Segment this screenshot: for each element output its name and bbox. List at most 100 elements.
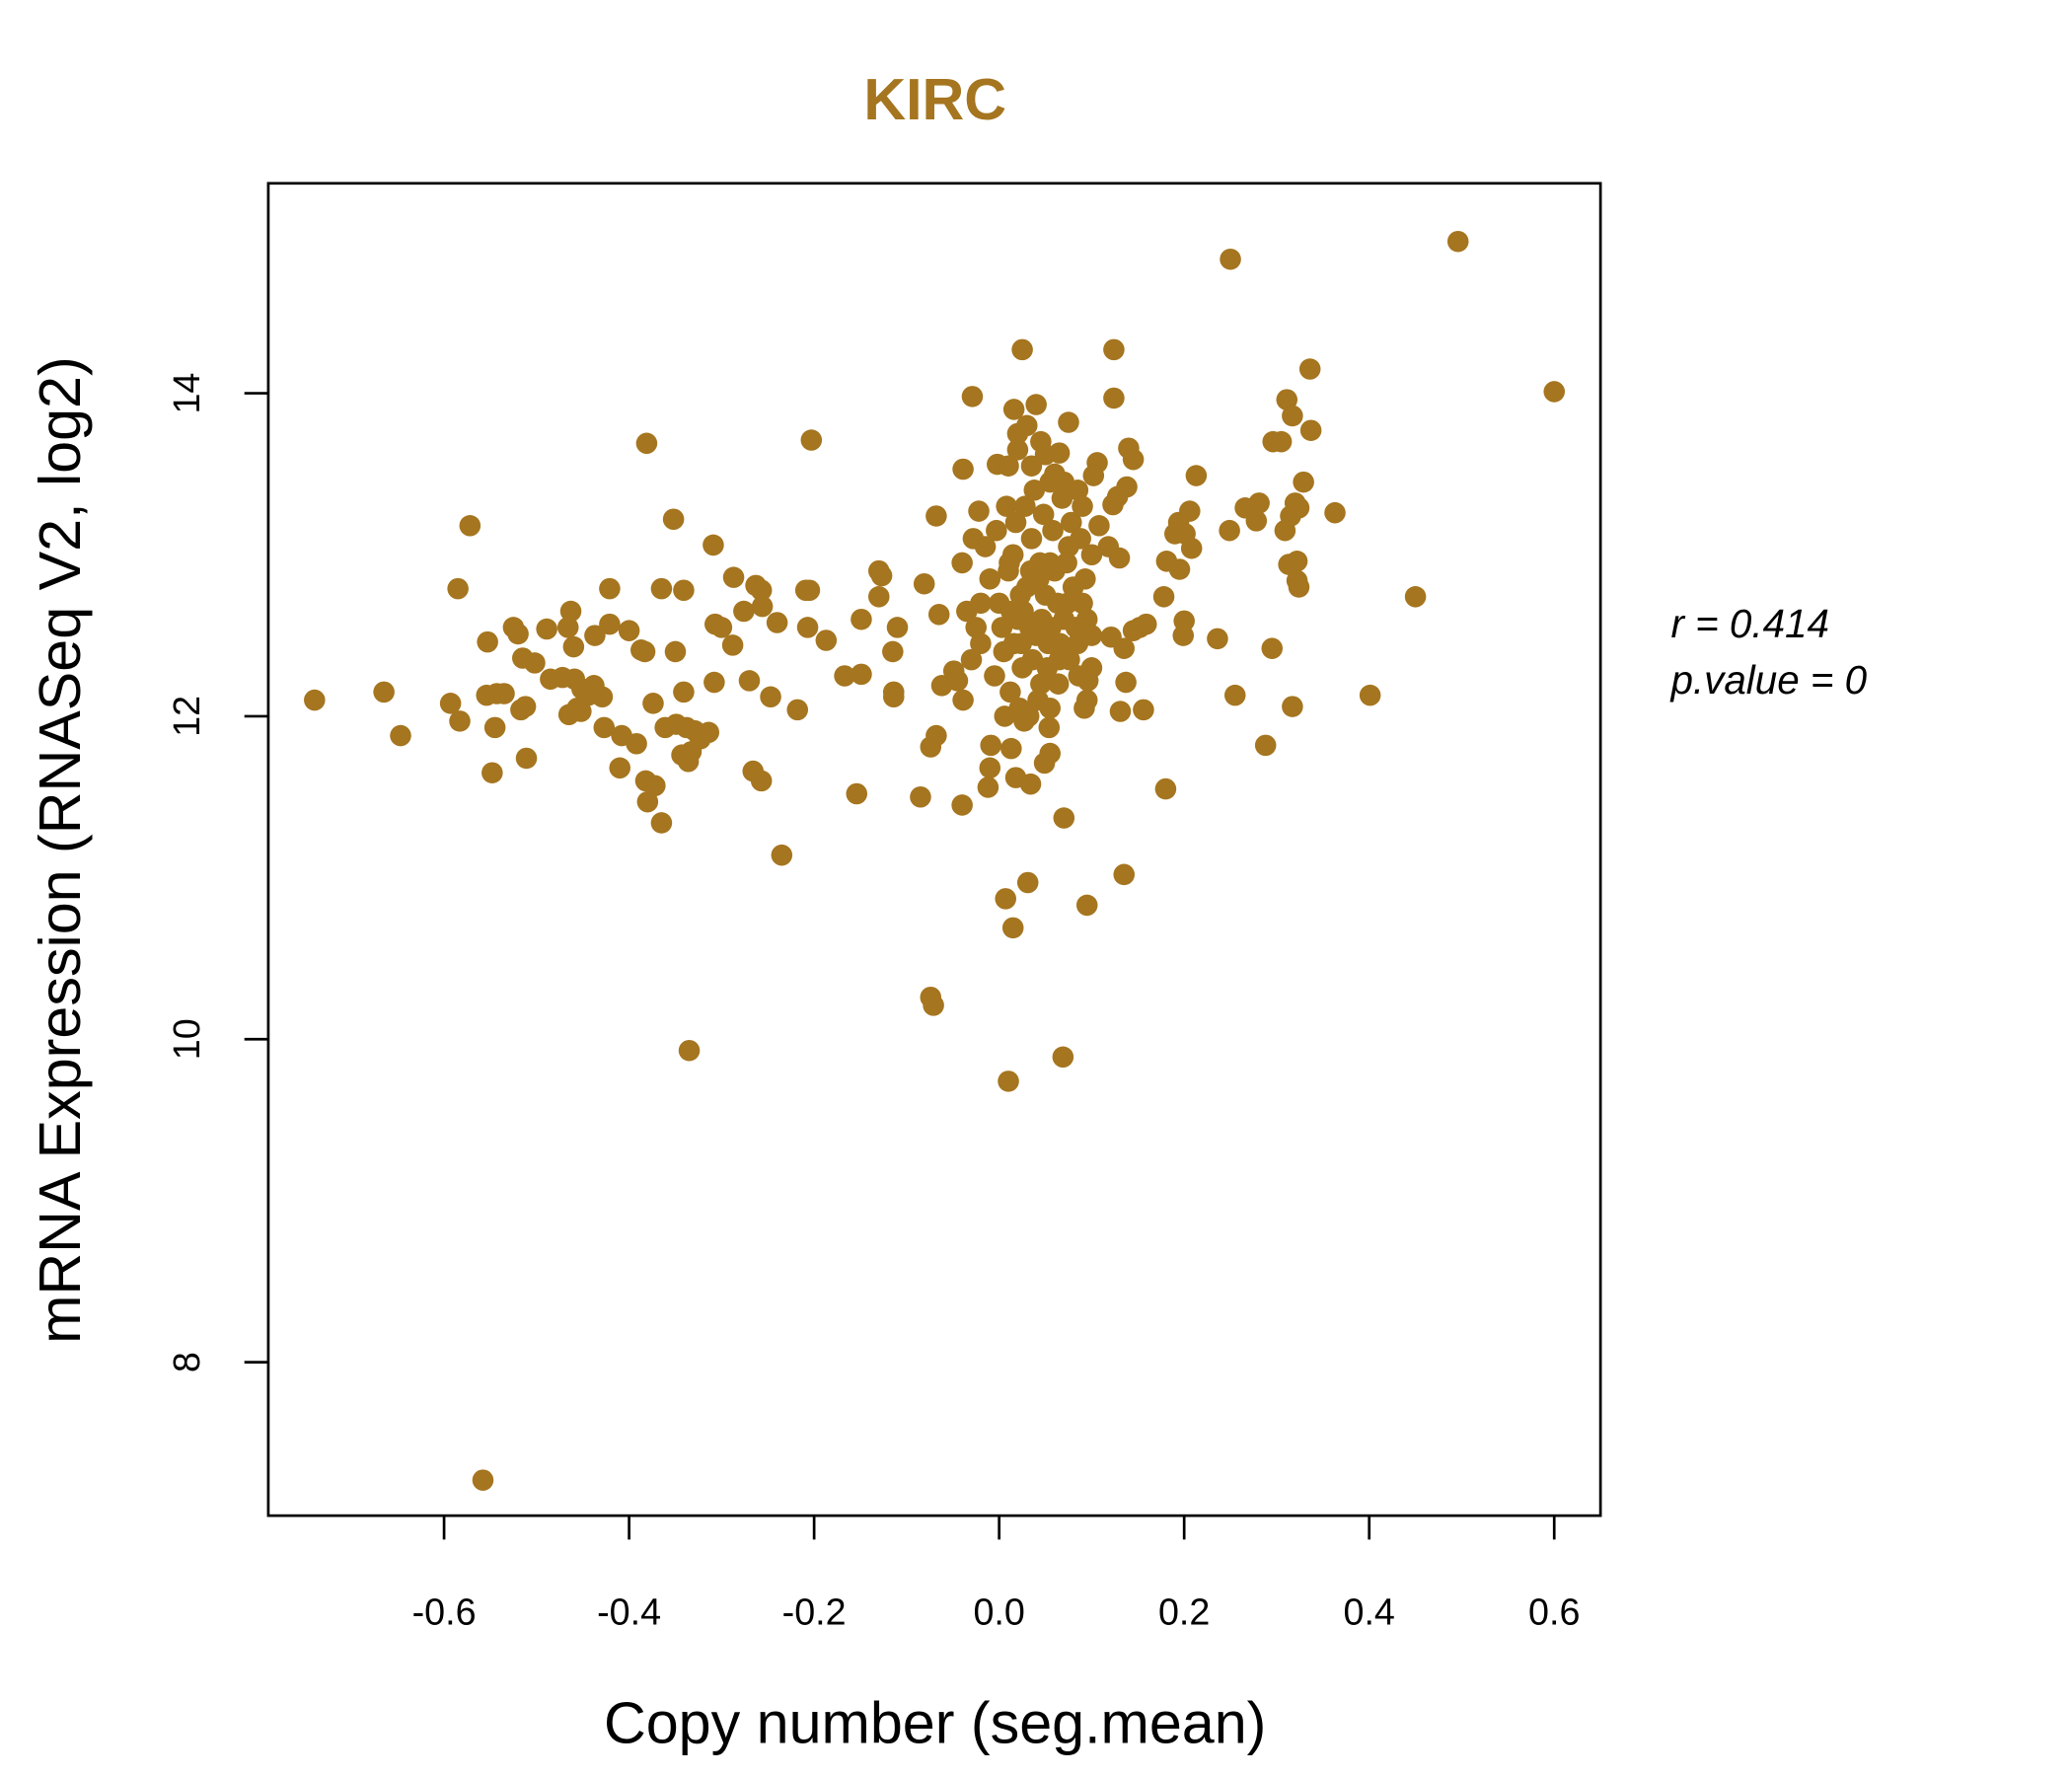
data-point xyxy=(1025,394,1047,415)
data-point xyxy=(1038,716,1061,739)
data-point xyxy=(664,640,687,663)
data-point xyxy=(995,888,1016,910)
data-point xyxy=(1049,632,1072,655)
data-point xyxy=(977,777,999,798)
data-point xyxy=(650,812,673,834)
correlation-r: r = 0.414 xyxy=(1670,601,1828,646)
data-point xyxy=(599,577,621,600)
data-point xyxy=(1223,684,1246,706)
data-point xyxy=(472,1469,494,1491)
data-point xyxy=(1072,495,1093,517)
data-point xyxy=(556,617,579,638)
data-point xyxy=(1359,684,1381,706)
data-point xyxy=(998,455,1019,477)
data-point xyxy=(1006,439,1029,461)
data-point xyxy=(1152,586,1175,608)
data-point xyxy=(483,716,506,739)
data-point xyxy=(1168,558,1191,580)
data-point xyxy=(750,579,773,602)
data-point xyxy=(1053,471,1075,493)
y-axis-label: mRNA Expression (RNASeq V2, log2) xyxy=(27,356,93,1344)
data-point xyxy=(678,1039,701,1062)
data-point xyxy=(559,600,582,623)
data-point xyxy=(1172,625,1195,646)
data-point xyxy=(1446,230,1469,253)
data-point xyxy=(1039,742,1061,765)
data-point xyxy=(1059,648,1080,671)
data-point xyxy=(1051,487,1073,509)
data-point xyxy=(439,693,462,714)
x-axis: -0.6 -0.4 -0.2 0.0 0.2 0.4 0.6 xyxy=(412,1516,1580,1633)
y-tick-label: 8 xyxy=(166,1352,207,1372)
data-point xyxy=(1040,617,1062,638)
data-point xyxy=(979,568,1001,590)
data-point xyxy=(1009,584,1031,606)
data-point xyxy=(1113,863,1136,886)
data-point xyxy=(1220,248,1241,270)
data-point xyxy=(1185,465,1208,486)
data-point xyxy=(1019,559,1042,582)
data-point xyxy=(710,617,733,638)
data-point xyxy=(960,648,983,671)
data-point xyxy=(698,721,720,744)
data-point xyxy=(1065,617,1087,638)
data-point xyxy=(1100,626,1122,648)
data-point xyxy=(998,1071,1019,1092)
data-point xyxy=(800,429,823,451)
data-point xyxy=(1004,767,1027,788)
y-axis: 8 10 12 14 xyxy=(166,373,268,1372)
data-point xyxy=(591,686,614,708)
data-point xyxy=(1133,699,1154,721)
data-point xyxy=(925,505,947,527)
data-point xyxy=(786,699,809,721)
x-tick-label: -0.2 xyxy=(782,1591,847,1633)
data-point xyxy=(1282,696,1303,717)
data-point xyxy=(925,724,947,747)
data-point xyxy=(1000,737,1022,760)
data-point xyxy=(644,775,666,797)
data-point xyxy=(703,534,724,556)
data-point xyxy=(570,701,592,722)
data-point xyxy=(1234,497,1256,519)
data-point xyxy=(1020,455,1043,477)
data-point xyxy=(449,710,471,732)
data-point xyxy=(882,640,904,663)
data-point xyxy=(913,572,935,595)
data-point xyxy=(766,612,788,633)
data-point xyxy=(1276,389,1298,410)
data-point xyxy=(584,625,606,646)
data-point xyxy=(1207,628,1228,650)
x-tick-label: 0.4 xyxy=(1344,1591,1395,1633)
data-point xyxy=(626,732,647,755)
x-axis-label: Copy number (seg.mean) xyxy=(604,1689,1266,1755)
data-point xyxy=(738,670,761,692)
data-point xyxy=(1404,586,1427,608)
data-point xyxy=(1053,807,1075,829)
data-point xyxy=(946,670,969,692)
data-point xyxy=(1299,419,1322,441)
data-point xyxy=(1298,358,1321,380)
data-point xyxy=(447,577,469,600)
data-point xyxy=(1004,511,1027,534)
data-point xyxy=(956,600,978,623)
x-tick-label: 0.0 xyxy=(973,1591,1024,1633)
data-point xyxy=(1061,511,1082,534)
data-point xyxy=(760,686,781,708)
data-point xyxy=(562,635,585,658)
data-point xyxy=(1180,537,1203,559)
data-point xyxy=(750,770,773,792)
data-point xyxy=(1261,637,1284,659)
data-point xyxy=(1293,471,1314,493)
data-point xyxy=(1282,405,1303,427)
data-point xyxy=(979,757,1001,779)
data-point xyxy=(373,681,395,703)
data-point xyxy=(1109,701,1132,722)
data-point xyxy=(851,663,872,686)
data-point xyxy=(965,617,987,638)
data-point xyxy=(524,652,546,674)
data-point xyxy=(834,665,855,687)
data-point xyxy=(1324,501,1346,524)
data-point xyxy=(673,681,695,703)
data-point xyxy=(951,552,973,574)
